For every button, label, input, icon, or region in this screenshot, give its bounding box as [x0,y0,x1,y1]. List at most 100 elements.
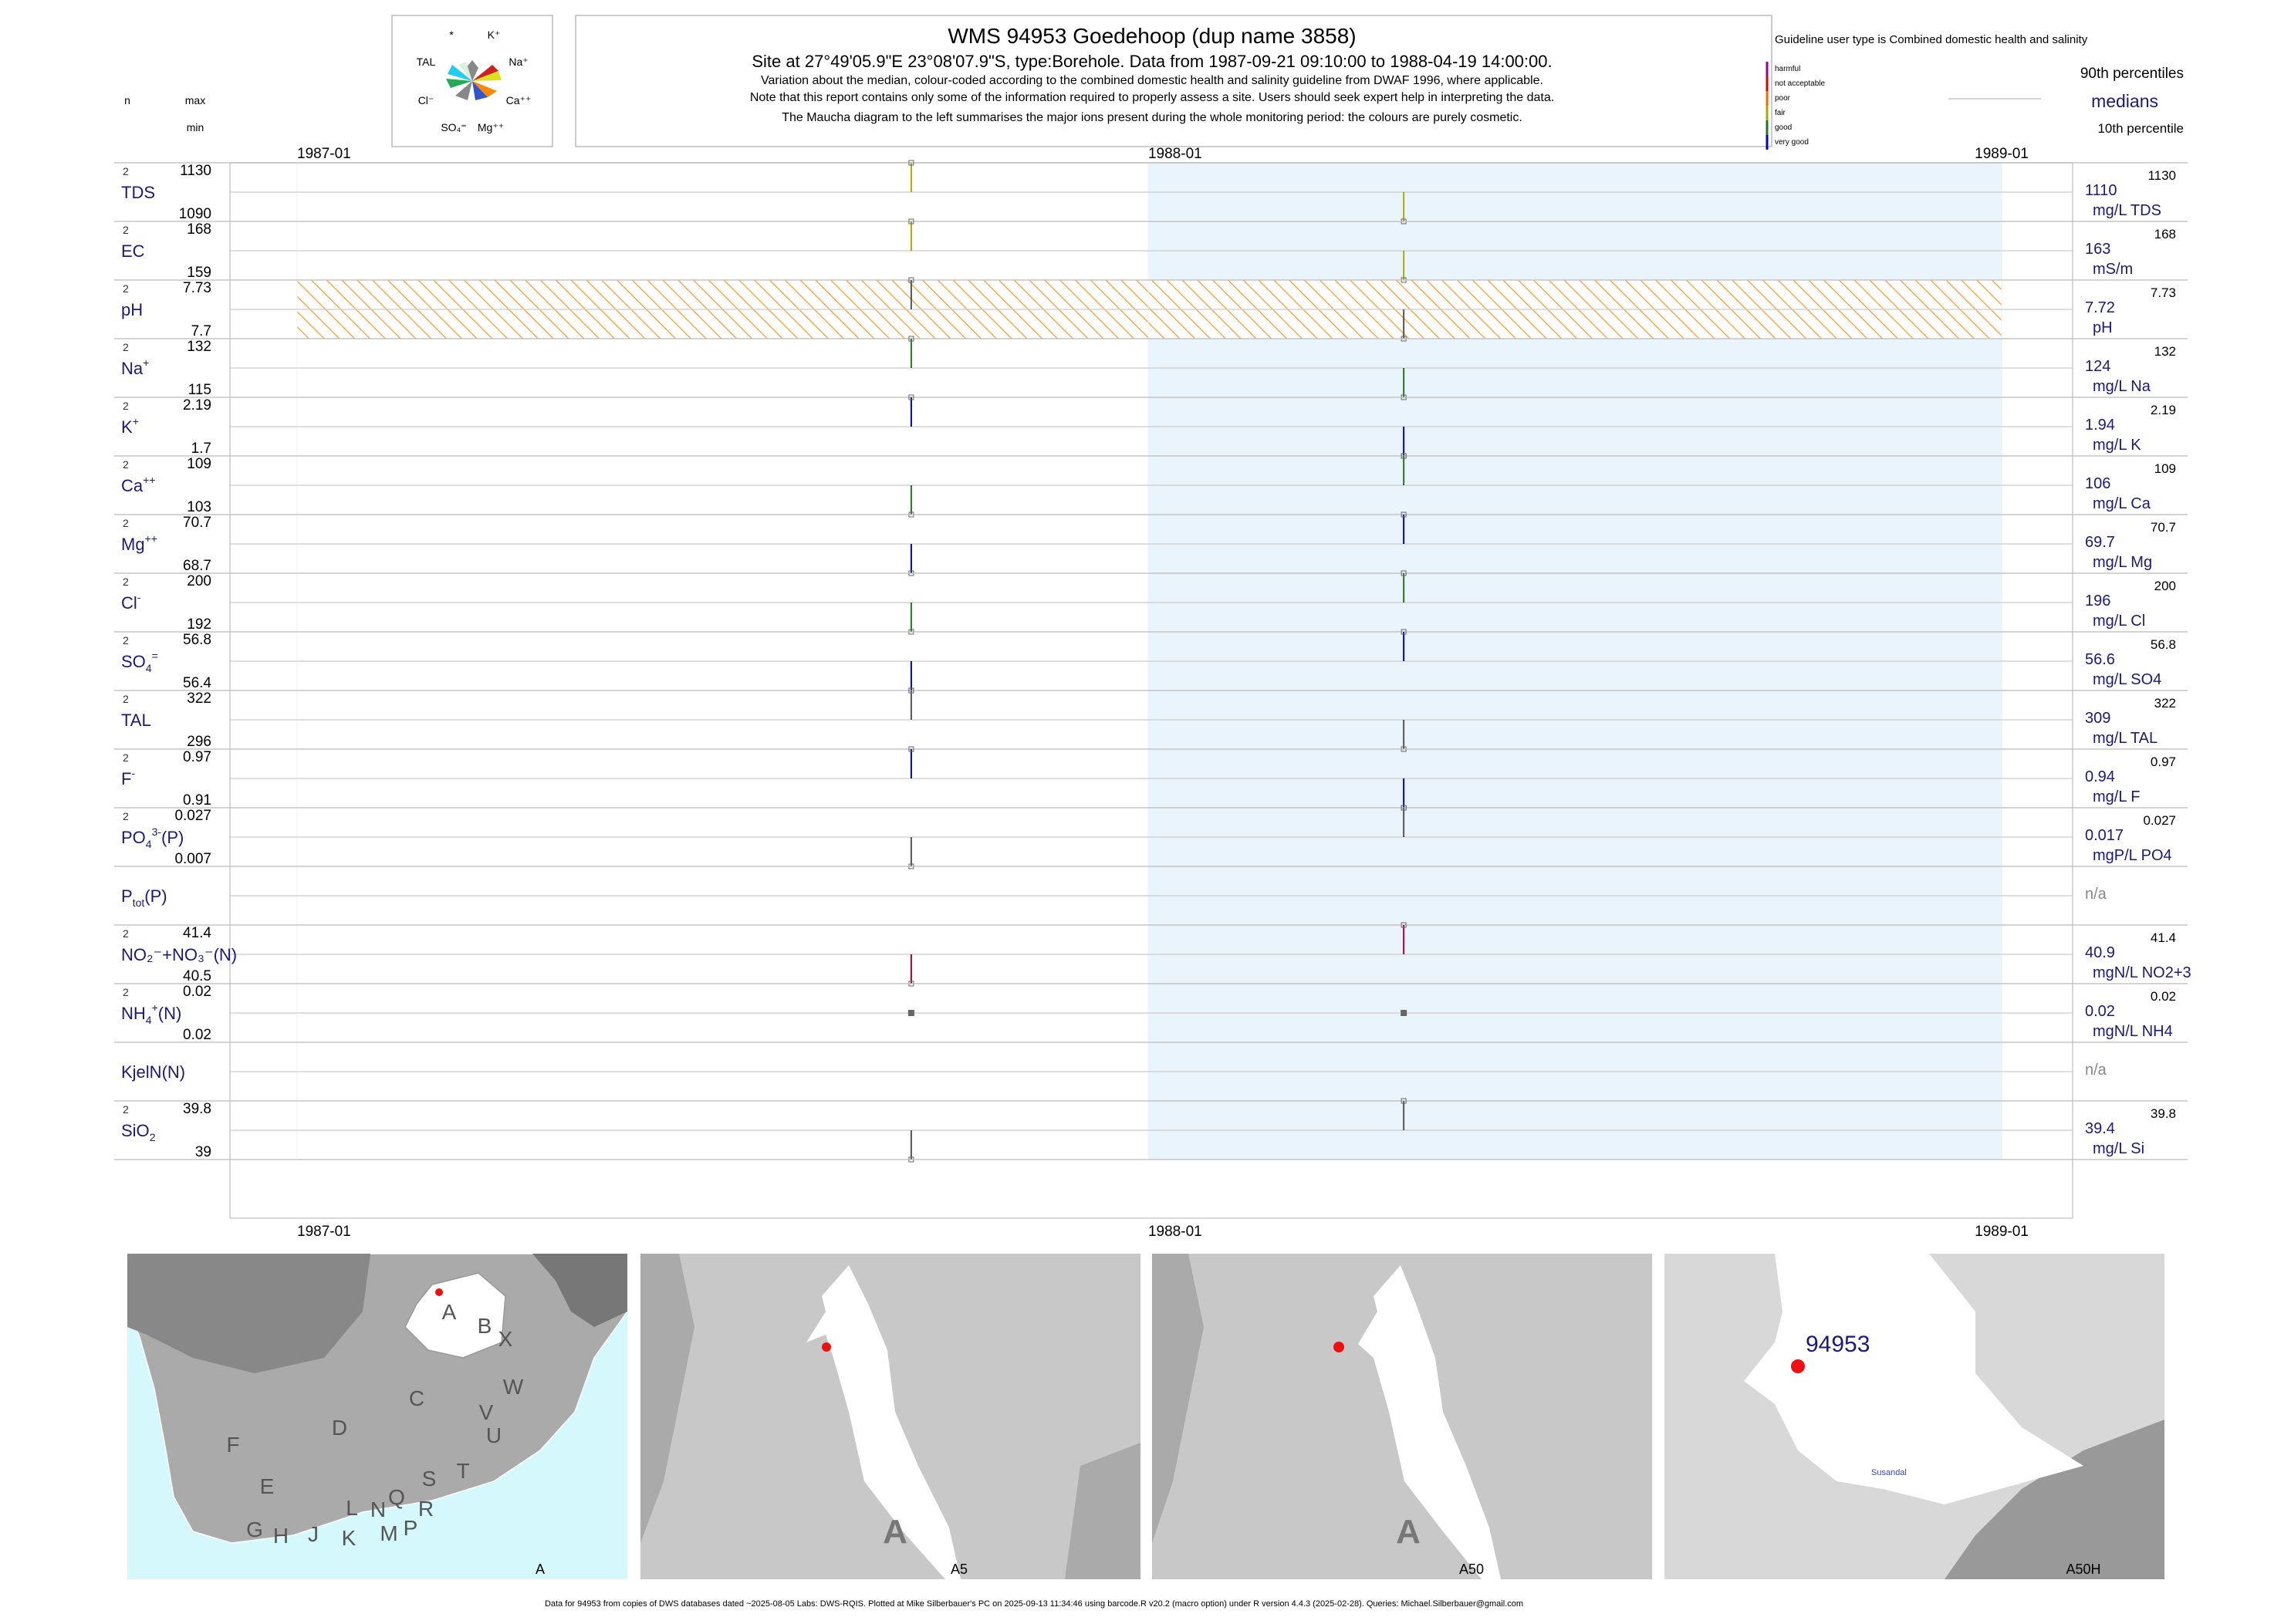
series-right-max: 0.02 [2151,989,2176,1004]
series-unit: mg/L Ca [2093,495,2151,512]
col-header-max: max [185,94,205,106]
series-unit: mg/L TAL [2093,730,2158,747]
series-max: 200 [187,573,211,589]
series-name: Ptot(P) [121,886,167,909]
map-region-label: L [346,1496,358,1520]
series-min: 1.7 [191,441,211,457]
legend-medians: medians [2091,91,2158,111]
series-name: Na+ [121,356,149,378]
map-a50h-place-label: Susandal [1871,1468,1907,1477]
series-unit: pH [2093,319,2113,336]
report-note-3: The Maucha diagram to the left summarise… [782,111,1522,124]
map-region-label: X [498,1327,513,1351]
series-right-max: 7.73 [2151,285,2176,300]
maucha-label-so4: SO₄⁼ [441,121,466,133]
series-median: 39.4 [2085,1120,2115,1137]
data-point-mark [908,687,914,694]
series-right-max: 109 [2154,461,2176,476]
series-n: 2 [123,634,129,647]
time-tick-label-top: 1988-01 [1148,146,1202,162]
series-right-max: 0.027 [2143,813,2176,828]
legend-category-label: fair [1775,109,1786,117]
series-median: n/a [2085,1062,2107,1079]
map-a-caption: A [536,1562,545,1577]
series-min: 68.7 [183,558,211,574]
maucha-label-k: K⁺ [488,29,501,41]
series-name: KjelN(N) [121,1062,185,1082]
map-region-label: P [404,1516,418,1540]
data-point-mark [908,746,914,752]
series-name: pH [121,300,143,319]
legend-10th-percentile: 10th percentile [2097,121,2184,136]
series-right-max: 2.19 [2151,403,2176,417]
time-tick-label-bottom: 1989-01 [1975,1224,2029,1240]
data-point-mark [908,218,914,225]
map-region-label: A [442,1300,457,1324]
report-note-1: Variation about the median, colour-coded… [761,74,1543,87]
series-median: 196 [2085,593,2110,609]
series-min: 192 [187,616,211,633]
series-unit: mg/L K [2093,437,2141,454]
series-name: NH4+(N) [121,1001,181,1026]
map-region-label: M [380,1521,397,1545]
legend-category-label: good [1775,123,1792,132]
series-max: 39.8 [183,1101,211,1117]
series-max: 70.7 [183,515,211,531]
legend-title: Guideline user type is Combined domestic… [1775,33,2088,46]
footer-note: Data for 94953 from copies of DWS databa… [545,1599,1523,1609]
series-median: 0.017 [2085,827,2124,844]
series-unit: mgN/L NO2+3 [2093,964,2191,981]
map-a50: A A50 [1152,1254,1652,1579]
series-right-max: 39.8 [2151,1106,2176,1121]
series-right-max: 168 [2154,227,2176,241]
series-unit: mgP/L PO4 [2093,847,2172,864]
series-right-max: 322 [2154,696,2176,711]
map-region-label: U [486,1423,502,1447]
time-tick-label-top: 1989-01 [1975,146,2029,162]
series-max: 56.8 [183,632,211,648]
series-median: 1.94 [2085,417,2115,434]
time-tick-label-top: 1987-01 [297,146,351,162]
series-median: 1110 [2085,182,2117,199]
data-point-mark [1401,1010,1407,1016]
series-name: TDS [121,183,155,202]
series-min: 0.91 [183,792,211,809]
map-region-label: S [422,1467,437,1491]
map-region-label: W [503,1375,524,1399]
series-right-max: 200 [2154,579,2176,593]
maucha-label-na: Na⁺ [509,56,528,68]
time-tick-label-bottom: 1987-01 [297,1224,351,1240]
map-region-label: J [308,1522,319,1546]
series-name: NO₂⁻+NO₃⁻(N) [121,945,237,964]
data-point-mark [908,277,914,283]
series-unit: mg/L Mg [2093,554,2152,571]
series-median: 309 [2085,710,2110,727]
series-name: Cl- [121,591,141,613]
series-max: 2.19 [183,397,211,414]
legend-90th-percentiles: 90th percentiles [2080,66,2184,82]
series-name: PO43-(P) [121,826,184,850]
map-region-label: C [409,1386,424,1410]
series-min: 115 [188,382,211,398]
series-n: 2 [123,986,129,998]
series-n: 2 [123,165,129,177]
series-n: 2 [123,576,129,588]
series-median: 40.9 [2085,944,2115,961]
maucha-label-ca: Ca⁺⁺ [506,94,532,106]
series-min: 7.7 [191,323,211,339]
series-max: 322 [187,690,211,707]
map-region-label: G [246,1518,263,1541]
report-title: WMS 94953 Goedehoop (dup name 3858) [948,24,1356,48]
series-min: 0.02 [183,1027,211,1043]
maucha-label-cl: Cl⁻ [418,94,434,106]
series-unit: mg/L Si [2093,1140,2144,1157]
data-point-mark [1401,1098,1407,1104]
series-right-max: 70.7 [2151,520,2176,535]
map-region-label: V [479,1400,494,1424]
series-median: n/a [2085,886,2107,903]
series-min: 159 [187,265,211,281]
data-point-mark [1401,922,1407,928]
series-median: 69.7 [2085,534,2115,551]
series-n: 2 [123,1103,129,1116]
